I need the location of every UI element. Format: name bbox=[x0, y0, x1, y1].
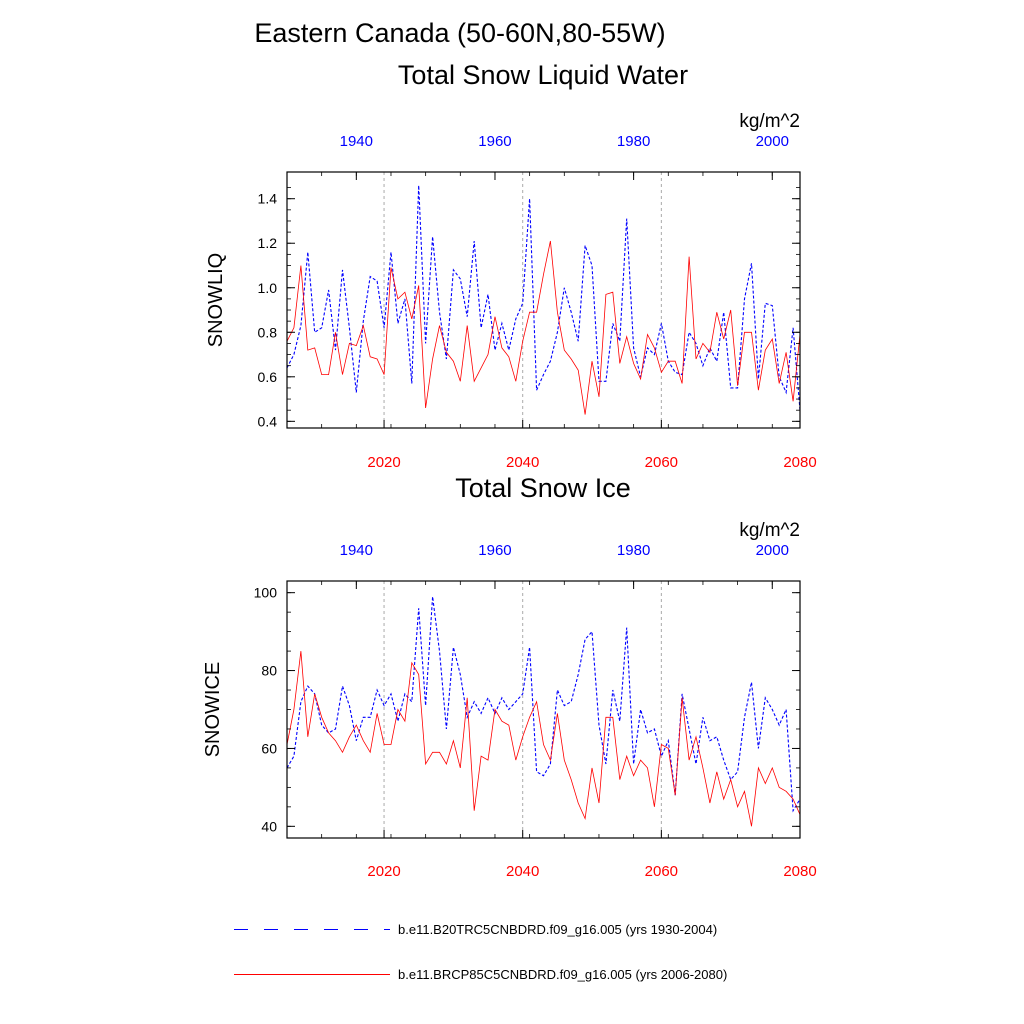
liq-xtick-label-bottom: 2060 bbox=[645, 454, 678, 471]
liq-ytick-label: 0.4 bbox=[258, 413, 278, 429]
legend-label-hist: b.e11.B20TRC5CNBDRD.f09_g16.005 (yrs 193… bbox=[398, 921, 718, 937]
ice-ytick-label: 80 bbox=[261, 663, 277, 679]
ice-xtick-label-top: 1940 bbox=[340, 542, 373, 559]
liq-ytick-label: 1.0 bbox=[258, 280, 278, 296]
liq-units-label: kg/m^2 bbox=[739, 111, 800, 132]
legend-key-solid-red bbox=[234, 973, 390, 975]
ice-units-label: kg/m^2 bbox=[739, 520, 800, 541]
liq-series-hist bbox=[286, 185, 801, 411]
ice-series-rcp bbox=[286, 651, 801, 827]
liq-xtick-label-top: 1940 bbox=[340, 133, 373, 150]
ice-xtick-label-top: 2000 bbox=[756, 542, 789, 559]
ice-xtick-label-bottom: 2040 bbox=[506, 863, 539, 880]
ice-chart-title: Total Snow Ice bbox=[455, 473, 631, 503]
liq-ylabel: SNOWLIQ bbox=[205, 253, 227, 347]
liq-series-rcp bbox=[286, 240, 801, 415]
ice-ytick-label: 100 bbox=[254, 585, 278, 601]
main-title: Eastern Canada (50-60N,80-55W) bbox=[254, 18, 666, 48]
liq-xtick-label-top: 2000 bbox=[756, 133, 789, 150]
ice-xtick-label-bottom: 2020 bbox=[367, 863, 400, 880]
legend-item-rcp: b.e11.BRCP85C5CNBDRD.f09_g16.005 (yrs 20… bbox=[234, 965, 727, 983]
liq-xtick-label-top: 1960 bbox=[478, 133, 511, 150]
ice-xtick-label-bottom: 2060 bbox=[645, 863, 678, 880]
legend-label-rcp: b.e11.BRCP85C5CNBDRD.f09_g16.005 (yrs 20… bbox=[398, 966, 728, 982]
liq-ytick-label: 0.8 bbox=[258, 324, 278, 340]
legend-key-dashed-blue bbox=[234, 928, 390, 930]
ice-xtick-label-top: 1980 bbox=[617, 542, 650, 559]
ice-series-hist bbox=[286, 596, 801, 813]
liq-plot-frame bbox=[286, 171, 801, 429]
ice-ytick-label: 40 bbox=[261, 818, 277, 834]
liq-ytick-label: 0.6 bbox=[258, 369, 278, 385]
liq-ytick-label: 1.4 bbox=[258, 191, 278, 207]
legend-item-hist: b.e11.B20TRC5CNBDRD.f09_g16.005 (yrs 193… bbox=[234, 920, 717, 938]
ice-xtick-label-bottom: 2080 bbox=[783, 863, 816, 880]
liq-xtick-label-bottom: 2080 bbox=[783, 454, 816, 471]
liq-xtick-label-top: 1980 bbox=[617, 133, 650, 150]
liq-xtick-label-bottom: 2020 bbox=[367, 454, 400, 471]
ice-ytick-label: 60 bbox=[261, 740, 277, 756]
ice-xtick-label-top: 1960 bbox=[478, 542, 511, 559]
liq-xtick-label-bottom: 2040 bbox=[506, 454, 539, 471]
ice-ylabel: SNOWICE bbox=[202, 662, 224, 758]
liq-chart-title: Total Snow Liquid Water bbox=[397, 60, 689, 90]
ice-plot-frame bbox=[286, 580, 801, 839]
liq-ytick-label: 1.2 bbox=[258, 235, 278, 251]
